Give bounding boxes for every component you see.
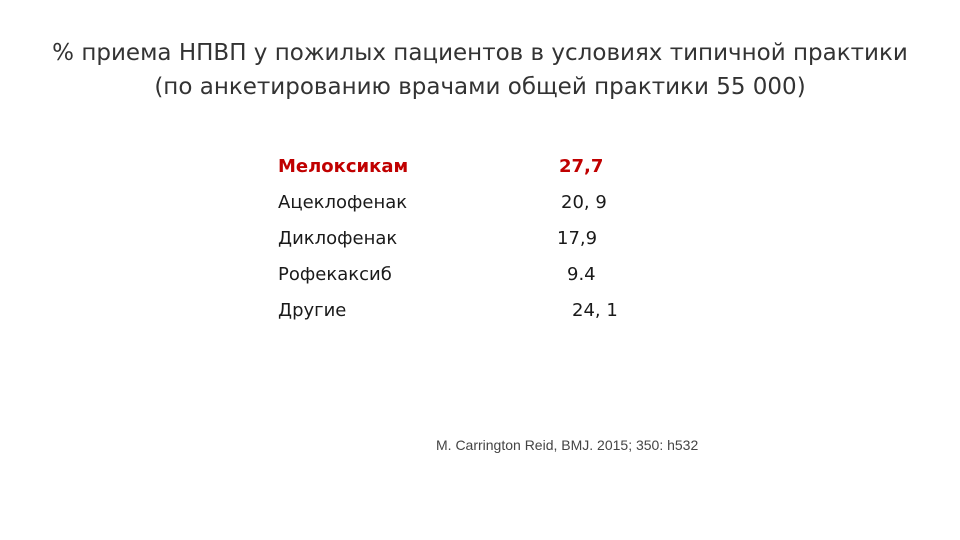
drug-row-rofecoxib: Рофекаксиб 9.4 bbox=[278, 260, 638, 290]
drug-name: Рофекаксиб bbox=[278, 264, 392, 285]
drug-name: Ацеклофенак bbox=[278, 192, 408, 213]
drug-row-diclofenac: Диклофенак 17,9 bbox=[278, 224, 638, 254]
drug-value: 20, 9 bbox=[561, 192, 607, 213]
drug-name: Другие bbox=[278, 300, 347, 321]
drug-value: 27,7 bbox=[559, 156, 604, 177]
drug-name: Диклофенак bbox=[278, 228, 398, 249]
drug-value: 24, 1 bbox=[572, 300, 618, 321]
title-line-1: % приема НПВП у пожилых пациентов в усло… bbox=[52, 40, 908, 66]
drug-row-aceclofenac: Ацеклофенак 20, 9 bbox=[278, 188, 638, 218]
title-line-2: (по анкетированию врачами общей практики… bbox=[154, 74, 806, 100]
drug-value: 17,9 bbox=[557, 228, 598, 249]
citation: M. Carrington Reid, BMJ. 2015; 350: h532 bbox=[436, 437, 699, 453]
slide-title: % приема НПВП у пожилых пациентов в усло… bbox=[0, 36, 960, 104]
drug-value: 9.4 bbox=[567, 264, 596, 285]
drug-name: Мелоксикам bbox=[278, 156, 409, 177]
drug-row-other: Другие 24, 1 bbox=[278, 296, 638, 326]
drug-row-meloxicam: Мелоксикам 27,7 bbox=[278, 152, 638, 182]
